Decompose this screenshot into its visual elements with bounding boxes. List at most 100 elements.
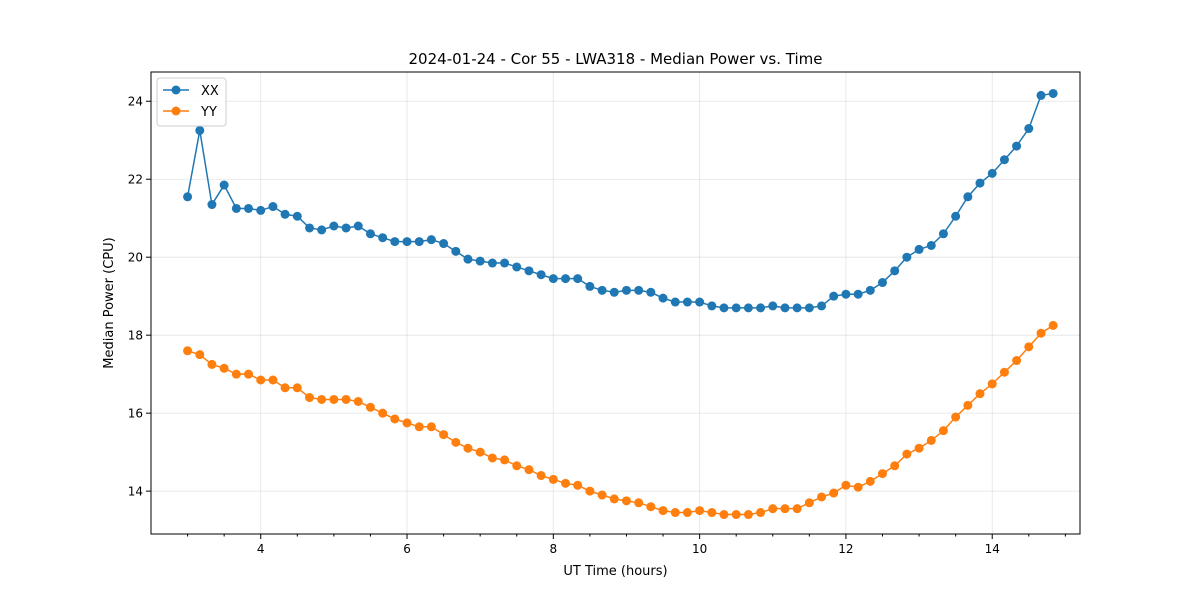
- data-point-yy: [183, 346, 193, 356]
- data-point-yy: [244, 369, 254, 379]
- data-point-xx: [207, 200, 217, 210]
- data-point-yy: [853, 482, 863, 492]
- data-point-xx: [353, 221, 363, 231]
- data-point-xx: [902, 252, 912, 262]
- data-point-xx: [268, 202, 278, 212]
- data-point-yy: [451, 437, 461, 447]
- data-point-xx: [463, 254, 473, 264]
- data-point-xx: [621, 285, 631, 295]
- data-point-yy: [573, 480, 583, 490]
- x-tick-label: 8: [550, 542, 558, 556]
- data-point-yy: [743, 510, 753, 520]
- data-point-xx: [792, 303, 802, 313]
- data-point-xx: [780, 303, 790, 313]
- x-tick-label: 12: [838, 542, 853, 556]
- data-point-xx: [743, 303, 753, 313]
- data-point-xx: [341, 223, 351, 233]
- series-layer: [183, 88, 1058, 520]
- data-point-yy: [1036, 328, 1046, 338]
- data-point-xx: [1036, 90, 1046, 100]
- y-tick-label: 20: [128, 251, 143, 265]
- x-axis-label: UT Time (hours): [563, 564, 667, 579]
- data-point-xx: [926, 240, 936, 250]
- data-point-yy: [707, 508, 717, 518]
- data-point-xx: [865, 285, 875, 295]
- data-point-xx: [963, 192, 973, 202]
- data-point-yy: [938, 426, 948, 436]
- data-point-xx: [804, 303, 814, 313]
- data-point-yy: [621, 496, 631, 506]
- data-point-xx: [378, 233, 388, 243]
- data-point-xx: [292, 211, 302, 221]
- data-point-xx: [756, 303, 766, 313]
- data-point-yy: [426, 422, 436, 432]
- data-point-xx: [573, 274, 583, 284]
- data-point-xx: [731, 303, 741, 313]
- data-point-yy: [317, 394, 327, 404]
- data-point-yy: [951, 412, 961, 422]
- data-point-yy: [536, 471, 546, 481]
- tick-layer: 4 6 8 10 12 14 14 16 18 20 22 24: [128, 95, 1066, 556]
- data-point-yy: [378, 408, 388, 418]
- data-point-yy: [231, 369, 241, 379]
- data-point-yy: [670, 508, 680, 518]
- data-point-yy: [926, 435, 936, 445]
- data-point-yy: [439, 430, 449, 440]
- data-point-xx: [841, 289, 851, 299]
- data-point-yy: [841, 480, 851, 490]
- data-point-xx: [695, 297, 705, 307]
- legend-label-yy: YY: [200, 105, 217, 120]
- data-point-xx: [219, 180, 229, 190]
- data-point-yy: [414, 422, 424, 432]
- data-point-xx: [512, 262, 522, 272]
- data-point-xx: [707, 301, 717, 311]
- data-point-yy: [658, 506, 668, 516]
- data-point-xx: [524, 266, 534, 276]
- legend-label-xx: XX: [201, 84, 219, 99]
- y-tick-label: 18: [128, 329, 143, 343]
- data-point-yy: [1024, 342, 1034, 352]
- data-point-xx: [536, 270, 546, 280]
- data-point-yy: [865, 476, 875, 486]
- data-point-xx: [500, 258, 510, 268]
- data-point-yy: [634, 498, 644, 508]
- data-point-xx: [475, 256, 485, 266]
- data-point-xx: [402, 237, 412, 247]
- data-point-yy: [975, 389, 985, 399]
- data-point-yy: [646, 502, 656, 512]
- data-point-xx: [609, 287, 619, 297]
- data-point-xx: [1012, 141, 1022, 151]
- data-point-yy: [1012, 356, 1022, 366]
- y-tick-label: 16: [128, 407, 143, 421]
- data-point-yy: [695, 506, 705, 516]
- data-point-xx: [975, 178, 985, 188]
- data-point-yy: [585, 486, 595, 496]
- data-point-xx: [365, 229, 375, 239]
- data-point-yy: [524, 465, 534, 475]
- data-point-xx: [244, 203, 254, 213]
- data-point-yy: [329, 394, 339, 404]
- data-point-xx: [987, 168, 997, 178]
- data-point-xx: [597, 285, 607, 295]
- data-point-yy: [500, 455, 510, 465]
- data-point-xx: [256, 205, 266, 215]
- data-point-yy: [280, 383, 290, 393]
- data-point-yy: [341, 394, 351, 404]
- data-point-yy: [305, 393, 315, 403]
- data-point-xx: [890, 266, 900, 276]
- data-point-yy: [817, 492, 827, 502]
- data-point-yy: [207, 359, 217, 369]
- data-point-xx: [280, 209, 290, 219]
- data-point-xx: [548, 274, 558, 284]
- data-point-yy: [402, 418, 412, 428]
- data-point-yy: [292, 383, 302, 393]
- data-point-xx: [829, 291, 839, 301]
- data-point-yy: [902, 449, 912, 459]
- data-point-xx: [439, 239, 449, 249]
- data-point-xx: [719, 303, 729, 313]
- x-tick-label: 10: [692, 542, 707, 556]
- x-tick-label: 6: [403, 542, 411, 556]
- data-point-yy: [597, 490, 607, 500]
- data-point-xx: [914, 244, 924, 254]
- data-point-xx: [561, 274, 571, 284]
